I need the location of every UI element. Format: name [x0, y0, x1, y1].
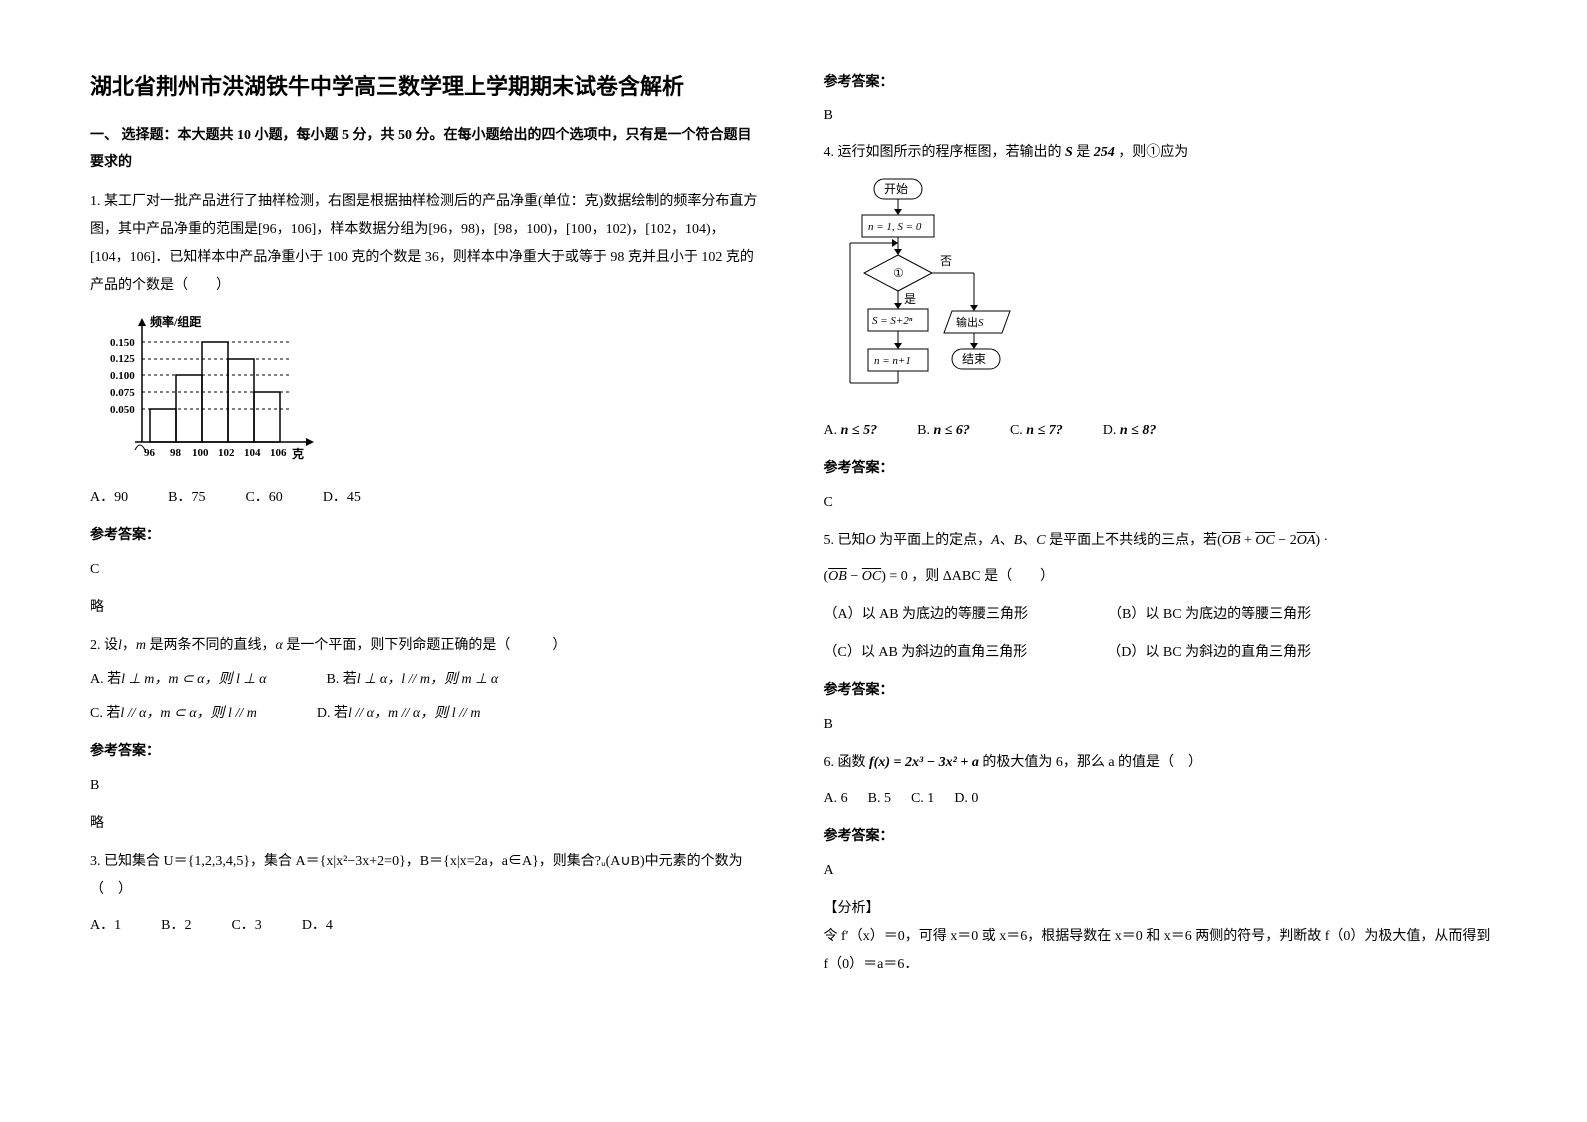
histogram-svg: 频率/组距 0.150 0.125 0.100 0.075 0.050: [90, 312, 340, 472]
svg-text:104: 104: [244, 447, 261, 459]
q5-options: （A）以 AB 为底边的等腰三角形 （B）以 BC 为底边的等腰三角形 （C）以…: [824, 601, 1498, 667]
q4-answer: C: [824, 489, 1498, 517]
svg-text:n = 1, S = 0: n = 1, S = 0: [868, 221, 922, 233]
q6-opt-b: B. 5: [868, 785, 891, 813]
q1-text: 1. 某工厂对一批产品进行了抽样检测，右图是根据抽样检测后的产品净重(单位：克)…: [90, 188, 764, 300]
exam-title: 湖北省荆州市洪湖铁牛中学高三数学理上学期期末试卷含解析: [90, 70, 764, 103]
q4-options: A. n ≤ 5? B. n ≤ 6? C. n ≤ 7? D. n ≤ 8?: [824, 417, 1498, 445]
q1-opt-c: C．60: [245, 484, 282, 512]
q3-answer-label: 参考答案：: [824, 70, 1498, 97]
histogram: 频率/组距 0.150 0.125 0.100 0.075 0.050: [90, 312, 764, 472]
flowchart-svg: 开始 n = 1, S = 0 ① 否 是: [844, 177, 1104, 407]
q5-answer-label: 参考答案：: [824, 677, 1498, 705]
q4-opt-b: B. n ≤ 6?: [917, 417, 970, 445]
q4-opt-a: A. n ≤ 5?: [824, 417, 878, 445]
q1-options: A．90 B．75 C．60 D．45: [90, 484, 764, 512]
svg-text:0.050: 0.050: [110, 404, 135, 416]
q5-formula-line2: (OB − OC) = 0 ，则 ΔABC 是（ ）: [824, 563, 1498, 591]
q4-text: 4. 运行如图所示的程序框图，若输出的 S 是 254 ，则①应为: [824, 139, 1498, 167]
svg-text:98: 98: [170, 447, 182, 459]
svg-text:是: 是: [904, 292, 916, 306]
question-4: 4. 运行如图所示的程序框图，若输出的 S 是 254 ，则①应为 开始 n =…: [824, 139, 1498, 517]
question-3: 3. 已知集合 U＝{1,2,3,4,5}，集合 A＝{x|x²−3x+2=0}…: [90, 848, 764, 940]
q2-opt-d: D. 若l // α，m // α，则 l // m: [317, 700, 481, 728]
q3-opt-c: C．3: [231, 912, 261, 940]
svg-text:结束: 结束: [962, 352, 986, 366]
question-1: 1. 某工厂对一批产品进行了抽样检测，右图是根据抽样检测后的产品净重(单位：克)…: [90, 188, 764, 622]
q3-opt-b: B．2: [161, 912, 191, 940]
q5-text: 5. 已知O 为平面上的定点，A、B、C 是平面上不共线的三点，若(OB + O…: [824, 527, 1498, 555]
q1-answer-label: 参考答案：: [90, 522, 764, 550]
q2-stem: 2. 设l，m 是两条不同的直线，α 是一个平面，则下列命题正确的是（ ）: [90, 632, 764, 660]
q5-opt-c: （C）以 AB 为斜边的直角三角形: [824, 639, 1028, 667]
right-column: 参考答案： B 4. 运行如图所示的程序框图，若输出的 S 是 254 ，则①应…: [794, 40, 1528, 1082]
svg-text:96: 96: [144, 447, 156, 459]
q1-note: 略: [90, 594, 764, 622]
svg-text:克: 克: [292, 446, 304, 461]
svg-text:输出S: 输出S: [956, 315, 984, 329]
q1-opt-a: A．90: [90, 484, 128, 512]
q1-opt-d: D．45: [323, 484, 361, 512]
q3-text: 3. 已知集合 U＝{1,2,3,4,5}，集合 A＝{x|x²−3x+2=0}…: [90, 848, 764, 904]
question-5: 5. 已知O 为平面上的定点，A、B、C 是平面上不共线的三点，若(OB + O…: [824, 527, 1498, 739]
svg-text:S = S+2ⁿ: S = S+2ⁿ: [872, 315, 913, 327]
q6-answer-label: 参考答案：: [824, 823, 1498, 851]
svg-text:0.075: 0.075: [110, 387, 135, 399]
q3-answer: B: [824, 103, 1498, 130]
svg-text:开始: 开始: [884, 182, 908, 196]
q6-analysis-label: 【分析】: [824, 895, 1498, 923]
q4-opt-d: D. n ≤ 8?: [1103, 417, 1157, 445]
section-header: 一、 选择题：本大题共 10 小题，每小题 5 分，共 50 分。在每小题给出的…: [90, 123, 764, 176]
q5-opt-a: （A）以 AB 为底边的等腰三角形: [824, 601, 1029, 629]
q6-answer: A: [824, 857, 1498, 885]
svg-text:100: 100: [192, 447, 209, 459]
q5-opt-b: （B）以 BC 为底边的等腰三角形: [1108, 601, 1311, 629]
svg-text:0.125: 0.125: [110, 353, 135, 365]
q2-opt-b: B. 若l ⊥ α，l // m，则 m ⊥ α: [326, 666, 498, 694]
svg-text:n = n+1: n = n+1: [874, 355, 911, 367]
hist-ylabel: 频率/组距: [150, 314, 201, 329]
q3-opt-d: D．4: [302, 912, 333, 940]
q6-options: A. 6 B. 5 C. 1 D. 0: [824, 785, 1498, 813]
q6-opt-a: A. 6: [824, 785, 848, 813]
q2-opt-a: A. 若l ⊥ m，m ⊂ α，则 l ⊥ α: [90, 666, 266, 694]
q4-answer-label: 参考答案：: [824, 455, 1498, 483]
q2-answer: B: [90, 772, 764, 800]
q6-text: 6. 函数 f(x) = 2x³ − 3x² + a 的极大值为 6，那么 a …: [824, 749, 1498, 777]
svg-text:①: ①: [893, 266, 904, 280]
q3-opt-a: A．1: [90, 912, 121, 940]
flowchart: 开始 n = 1, S = 0 ① 否 是: [844, 177, 1498, 407]
q5-answer: B: [824, 711, 1498, 739]
svg-text:0.100: 0.100: [110, 370, 135, 382]
q6-analysis: 令 f′（x）＝0，可得 x＝0 或 x＝6，根据导数在 x＝0 和 x＝6 两…: [824, 923, 1498, 979]
q2-note: 略: [90, 810, 764, 838]
q6-opt-d: D. 0: [954, 785, 978, 813]
svg-text:否: 否: [940, 254, 952, 268]
question-2: 2. 设l，m 是两条不同的直线，α 是一个平面，则下列命题正确的是（ ） A.…: [90, 632, 764, 838]
q2-opt-c: C. 若l // α，m ⊂ α，则 l // m: [90, 700, 257, 728]
q6-opt-c: C. 1: [911, 785, 934, 813]
question-6: 6. 函数 f(x) = 2x³ − 3x² + a 的极大值为 6，那么 a …: [824, 749, 1498, 979]
q5-opt-d: （D）以 BC 为斜边的直角三角形: [1107, 639, 1311, 667]
q1-answer: C: [90, 556, 764, 584]
left-column: 湖北省荆州市洪湖铁牛中学高三数学理上学期期末试卷含解析 一、 选择题：本大题共 …: [60, 40, 794, 1082]
q4-opt-c: C. n ≤ 7?: [1010, 417, 1063, 445]
svg-text:102: 102: [218, 447, 235, 459]
q2-answer-label: 参考答案：: [90, 738, 764, 766]
q1-opt-b: B．75: [168, 484, 205, 512]
svg-text:0.150: 0.150: [110, 337, 135, 349]
svg-text:106: 106: [270, 447, 287, 459]
q3-options: A．1 B．2 C．3 D．4: [90, 912, 764, 940]
